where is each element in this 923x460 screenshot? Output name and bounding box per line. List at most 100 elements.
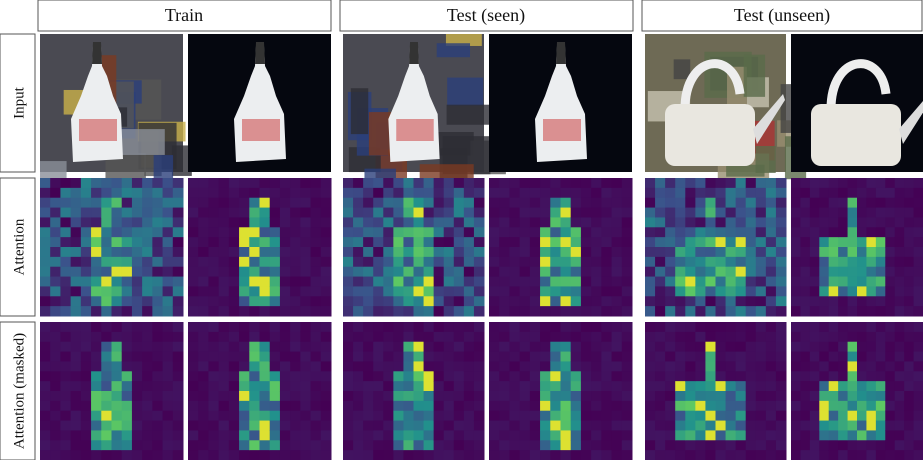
heatmap-cell — [101, 188, 112, 198]
heatmap-cell — [208, 450, 219, 460]
heatmap-cell — [91, 342, 102, 352]
heatmap-cell — [520, 450, 531, 460]
heatmap-cell — [188, 450, 199, 460]
heatmap-cell — [530, 440, 541, 450]
heatmap-cell — [736, 198, 747, 208]
heatmap-cell — [424, 198, 435, 208]
heatmap-cell — [540, 440, 551, 450]
heatmap-cell — [50, 371, 61, 381]
heatmap-cell — [81, 296, 92, 306]
heatmap-cell — [866, 188, 876, 198]
heatmap-cell — [914, 227, 923, 237]
input-image — [489, 34, 632, 172]
heatmap-cell — [612, 430, 623, 440]
heatmap-cell — [208, 322, 219, 332]
heatmap-cell — [895, 178, 905, 188]
heatmap-cell — [71, 267, 82, 277]
heatmap-cell — [454, 401, 465, 411]
clutter — [437, 43, 470, 57]
heatmap-cell — [198, 361, 209, 371]
heatmap-cell — [857, 217, 867, 227]
heatmap-cell — [838, 198, 848, 208]
heatmap-cell — [208, 306, 219, 316]
heatmap-cell — [300, 381, 311, 391]
heatmap-cell — [800, 361, 810, 371]
heatmap-cell — [122, 227, 133, 237]
heatmap-cell — [434, 178, 445, 188]
heatmap-cell — [229, 421, 240, 431]
heatmap-cell — [198, 430, 209, 440]
heatmap-cell — [40, 332, 51, 342]
heatmap-cell — [249, 217, 260, 227]
heatmap-cell — [655, 237, 666, 247]
heatmap-cell — [914, 421, 923, 431]
heatmap-cell — [695, 440, 706, 450]
heatmap-cell — [591, 217, 602, 227]
heatmap-cell — [71, 178, 82, 188]
heatmap-cell — [665, 411, 676, 421]
heatmap-cell — [885, 257, 895, 267]
heatmap-cell — [112, 198, 123, 208]
heatmap-cell — [71, 371, 82, 381]
heatmap-cell — [601, 217, 612, 227]
heatmap-cell — [464, 286, 475, 296]
heatmap-cell — [270, 411, 281, 421]
heatmap-cell — [363, 421, 374, 431]
heatmap-cell — [424, 391, 435, 401]
heatmap-cell — [848, 342, 858, 352]
heatmap-cell — [571, 440, 582, 450]
heatmap-cell — [173, 208, 184, 218]
heatmap-cell — [454, 450, 465, 460]
heatmap-cell — [838, 217, 848, 227]
heatmap-cell — [198, 188, 209, 198]
heatmap-cell — [601, 371, 612, 381]
heatmap-cell — [321, 247, 332, 257]
bottle-label — [242, 119, 280, 141]
heatmap-cell — [198, 352, 209, 362]
heatmap-cell — [726, 257, 737, 267]
heatmap-cell — [290, 322, 301, 332]
heatmap-cell — [726, 217, 737, 227]
heatmap-cell — [188, 178, 199, 188]
heatmap-cell — [829, 430, 839, 440]
heatmap-cell — [91, 267, 102, 277]
heatmap-cell — [454, 322, 465, 332]
heatmap-cell — [499, 342, 510, 352]
heatmap-cell — [353, 322, 364, 332]
heatmap-cell — [848, 381, 858, 391]
heatmap-cell — [112, 267, 123, 277]
heatmap-cell — [665, 247, 676, 257]
heatmap-cell — [249, 277, 260, 287]
heatmap-cell — [50, 296, 61, 306]
heatmap-cell — [239, 306, 250, 316]
heatmap-cell — [321, 277, 332, 287]
heatmap-cell — [219, 178, 230, 188]
heatmap-cell — [885, 217, 895, 227]
heatmap-cell — [132, 296, 143, 306]
heatmap-cell — [91, 227, 102, 237]
heatmap-cell — [142, 208, 153, 218]
heatmap-cell — [260, 322, 271, 332]
heatmap-cell — [819, 450, 829, 460]
heatmap-cell — [454, 178, 465, 188]
heatmap-cell — [866, 277, 876, 287]
heatmap-cell — [838, 247, 848, 257]
heatmap-cell — [622, 371, 633, 381]
heatmap-cell — [239, 237, 250, 247]
heatmap-cell — [71, 430, 82, 440]
heatmap-cell — [695, 401, 706, 411]
heatmap-cell — [857, 198, 867, 208]
heatmap-cell — [122, 322, 133, 332]
heatmap-cell — [810, 381, 820, 391]
heatmap-cell — [810, 178, 820, 188]
heatmap-cell — [122, 237, 133, 247]
heatmap-cell — [434, 352, 445, 362]
heatmap-cell — [866, 450, 876, 460]
heatmap-cell — [321, 371, 332, 381]
heatmap-cell — [675, 296, 686, 306]
heatmap-cell — [393, 227, 404, 237]
heatmap-cell — [561, 411, 572, 421]
heatmap-cell — [403, 352, 414, 362]
heatmap-cell — [645, 247, 656, 257]
heatmap-cell — [622, 227, 633, 237]
